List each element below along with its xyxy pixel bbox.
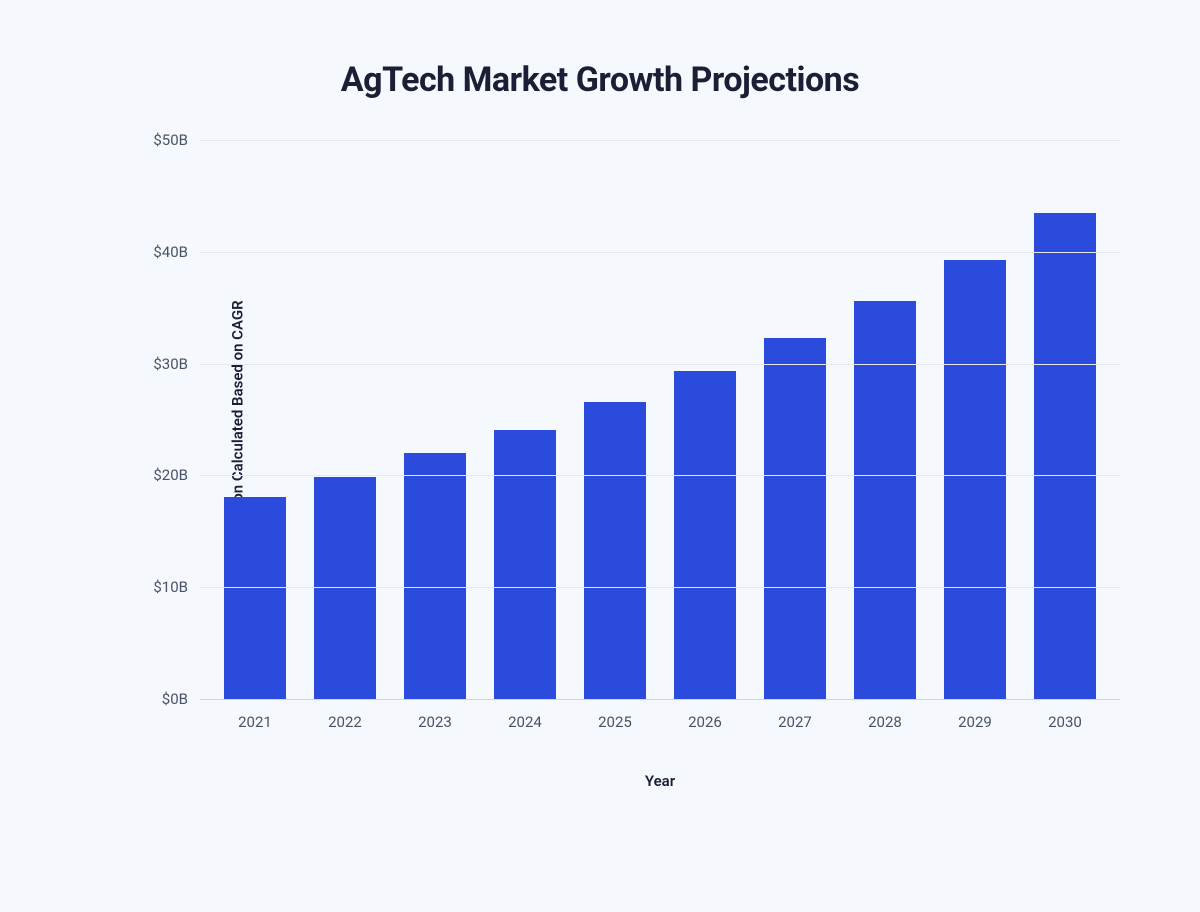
bar	[584, 402, 645, 699]
bar	[854, 301, 915, 699]
x-tick-label: 2029	[958, 699, 992, 731]
gridline	[200, 587, 1120, 588]
bar	[674, 371, 735, 699]
bar	[494, 430, 555, 699]
y-tick-label: $30B	[153, 355, 200, 373]
bar	[764, 338, 825, 699]
y-tick-label: $10B	[153, 578, 200, 596]
bar	[944, 260, 1005, 699]
bar-slot: 2021	[210, 140, 300, 699]
y-tick-label: $0B	[162, 690, 200, 708]
gridline	[200, 475, 1120, 476]
x-tick-label: 2030	[1048, 699, 1082, 731]
y-tick-label: $40B	[153, 243, 200, 261]
bar	[224, 497, 285, 699]
y-tick-label: $50B	[153, 131, 200, 149]
bar-slot: 2025	[570, 140, 660, 699]
plot-area: 2021202220232024202520262027202820292030…	[200, 140, 1120, 700]
bars-group: 2021202220232024202520262027202820292030	[200, 140, 1120, 699]
chart-body: Market Valuation Calculated Based on CAG…	[140, 140, 1120, 760]
x-tick-label: 2026	[688, 699, 722, 731]
bar	[404, 453, 465, 699]
gridline	[200, 252, 1120, 253]
x-tick-label: 2028	[868, 699, 902, 731]
x-tick-label: 2023	[418, 699, 452, 731]
chart-title: AgTech Market Growth Projections	[60, 60, 1140, 100]
bar-slot: 2026	[660, 140, 750, 699]
bar	[1034, 213, 1095, 699]
x-tick-label: 2025	[598, 699, 632, 731]
chart-container: AgTech Market Growth Projections Market …	[0, 0, 1200, 912]
bar-slot: 2023	[390, 140, 480, 699]
x-tick-label: 2022	[328, 699, 362, 731]
x-axis-label: Year	[200, 772, 1120, 790]
gridline	[200, 140, 1120, 141]
gridline	[200, 364, 1120, 365]
bar-slot: 2029	[930, 140, 1020, 699]
y-tick-label: $20B	[153, 466, 200, 484]
x-tick-label: 2027	[778, 699, 812, 731]
x-tick-label: 2021	[238, 699, 272, 731]
bar-slot: 2022	[300, 140, 390, 699]
x-tick-label: 2024	[508, 699, 542, 731]
bar-slot: 2030	[1020, 140, 1110, 699]
bar-slot: 2027	[750, 140, 840, 699]
bar-slot: 2028	[840, 140, 930, 699]
bar-slot: 2024	[480, 140, 570, 699]
